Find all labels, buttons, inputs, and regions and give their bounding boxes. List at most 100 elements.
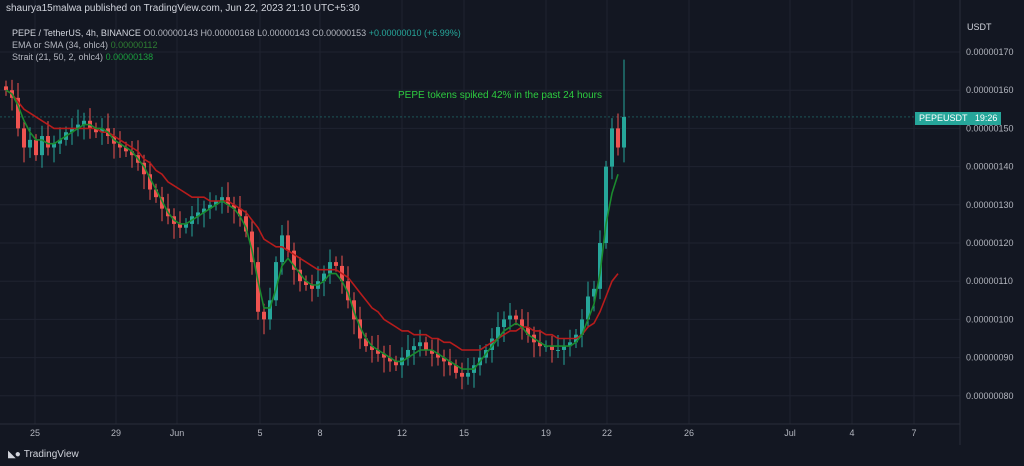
candle-up: [322, 273, 326, 282]
tradingview-brand[interactable]: ◣● TradingView: [8, 449, 79, 460]
candle-up: [82, 120, 86, 125]
footer: [0, 445, 1024, 466]
y-tick-label: 0.00000090: [966, 353, 1014, 363]
candle-down: [34, 139, 38, 156]
chart-legend: PEPE / TetherUS, 4h, BINANCE O0.00000143…: [12, 27, 461, 63]
candle-up: [604, 166, 608, 243]
candle-up: [592, 288, 596, 297]
candle-up: [418, 342, 422, 347]
candle-down: [394, 361, 398, 366]
candle-down: [448, 361, 452, 366]
x-tick-label: 4: [849, 428, 854, 438]
candle-up: [76, 124, 80, 129]
x-tick-label: 8: [317, 428, 322, 438]
candle-up: [598, 243, 602, 289]
y-tick-label: 0.00000130: [966, 200, 1014, 210]
x-tick-label: 22: [602, 428, 612, 438]
candle-up: [406, 349, 410, 358]
candle-up: [580, 319, 584, 335]
candle-up: [52, 143, 56, 148]
candle-down: [238, 208, 242, 217]
candle-up: [508, 315, 512, 320]
ema-label: EMA or SMA (34, ohlc4): [12, 40, 109, 50]
ema-value: 0.00000112: [110, 40, 158, 50]
candle-down: [454, 365, 458, 373]
candle-down: [520, 319, 524, 328]
legend-strait-row[interactable]: Strait (21, 50, 2, ohlc4) 0.00000138: [12, 51, 461, 63]
price-chart[interactable]: 0.00000170 0.00000160 0.00000150 0.00000140…: [0, 0, 1024, 446]
legend-symbol-row[interactable]: PEPE / TetherUS, 4h, BINANCE O0.00000143…: [12, 27, 461, 39]
legend-low: L0.00000143: [257, 28, 310, 38]
price-tag[interactable]: PEPEUSDT 19:26: [915, 112, 1002, 125]
candle-down: [388, 357, 392, 362]
y-tick-label: 0.00000160: [966, 85, 1014, 95]
price-tag-time: 19:26: [974, 113, 998, 123]
candle-up: [412, 346, 416, 350]
legend-ema-row[interactable]: EMA or SMA (34, ohlc4) 0.00000112: [12, 39, 461, 51]
candle-down: [250, 231, 254, 263]
candle-down: [292, 250, 296, 270]
candle-down: [460, 372, 464, 377]
candle-down: [430, 349, 434, 354]
candle-down: [160, 197, 164, 209]
x-tick-label: 25: [30, 428, 40, 438]
candle-down: [616, 128, 620, 148]
candle-down: [304, 281, 308, 286]
x-tick-label: 12: [397, 428, 407, 438]
candle-down: [370, 346, 374, 350]
candle-down: [262, 311, 266, 320]
x-tick-label: 26: [684, 428, 694, 438]
candle-up: [490, 338, 494, 350]
time-axis: 25 29 Jun 5 8 12 15 19 22 26 Jul 4 7: [30, 428, 917, 438]
candle-up: [208, 204, 212, 209]
candle-up: [184, 223, 188, 228]
candle-down: [376, 349, 380, 354]
candle-down: [130, 151, 134, 156]
candle-up: [268, 300, 272, 320]
x-tick-label: Jul: [784, 428, 796, 438]
candle-down: [310, 285, 314, 289]
candle-up: [280, 235, 284, 263]
candle-up: [568, 342, 572, 347]
price-tag-symbol: PEPEUSDT: [919, 113, 968, 123]
y-tick-label: 0.00000150: [966, 123, 1014, 133]
candle-down: [334, 262, 338, 266]
candle-up: [202, 208, 206, 213]
strait-value: 0.00000138: [105, 52, 154, 62]
candle-down: [178, 223, 182, 228]
y-tick-label: 0.00000170: [966, 47, 1014, 57]
price-axis: 0.00000170 0.00000160 0.00000150 0.00000140…: [966, 47, 1014, 401]
candle-down: [16, 97, 20, 129]
y-tick-label: 0.00000110: [966, 276, 1013, 286]
candle-up: [28, 139, 32, 148]
candle-down: [4, 86, 8, 91]
candle-down: [346, 281, 350, 301]
publisher-line: shaurya15malwa published on TradingView.…: [6, 3, 360, 14]
candle-down: [424, 342, 428, 350]
candle-up: [622, 116, 626, 148]
candle-down: [124, 147, 128, 152]
candle-down: [286, 235, 290, 251]
y-tick-label: 0.00000120: [966, 238, 1014, 248]
chart-grid: [0, 0, 960, 424]
candle-down: [232, 204, 236, 209]
y-tick-label: 0.00000140: [966, 162, 1014, 172]
tradingview-logo-icon: ◣●: [8, 449, 21, 460]
candles: [4, 59, 626, 390]
x-tick-label: Jun: [170, 428, 185, 438]
candle-up: [220, 197, 224, 201]
candle-down: [550, 346, 554, 350]
candle-up: [562, 346, 566, 350]
y-tick-label: 0.00000100: [966, 314, 1014, 324]
candle-up: [40, 136, 44, 156]
candle-up: [274, 262, 278, 301]
candle-up: [70, 128, 74, 133]
candle-down: [154, 189, 158, 198]
candle-down: [538, 342, 542, 347]
x-tick-label: 29: [111, 428, 121, 438]
candle-up: [496, 327, 500, 339]
legend-change: +0.00000010 (+6.99%): [368, 28, 461, 38]
candle-up: [502, 319, 506, 328]
legend-symbol: PEPE / TetherUS, 4h, BINANCE: [12, 28, 141, 38]
candle-up: [58, 139, 62, 144]
